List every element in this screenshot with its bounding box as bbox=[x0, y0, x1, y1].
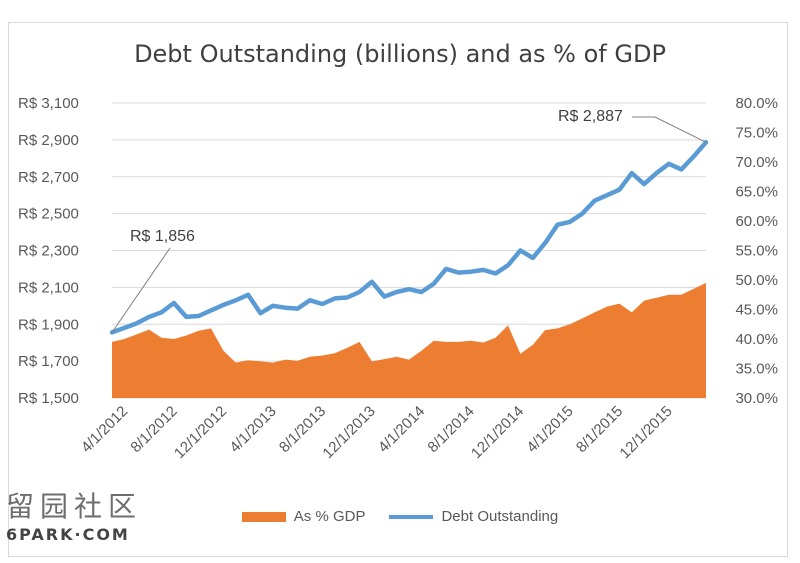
x-tick-label: 12/1/2014 bbox=[468, 403, 527, 462]
debt-line bbox=[109, 140, 709, 335]
right-tick-label: 40.0% bbox=[735, 331, 778, 348]
gdp-area bbox=[112, 282, 706, 398]
left-tick-label: R$ 1,700 bbox=[18, 353, 79, 370]
legend-swatch-line bbox=[389, 514, 434, 519]
x-tick-label: 12/1/2015 bbox=[616, 403, 675, 462]
right-tick-label: 55.0% bbox=[735, 243, 778, 260]
right-tick-label: 80.0% bbox=[735, 95, 778, 112]
x-tick-label: 4/1/2013 bbox=[226, 403, 279, 456]
right-tick-label: 30.0% bbox=[735, 390, 778, 407]
right-tick-label: 35.0% bbox=[735, 361, 778, 378]
right-tick-label: 75.0% bbox=[735, 125, 778, 142]
debt-line-series bbox=[109, 140, 709, 335]
left-tick-label: R$ 2,500 bbox=[18, 206, 79, 223]
right-tick-label: 50.0% bbox=[735, 272, 778, 289]
x-tick-label: 12/1/2013 bbox=[319, 403, 378, 462]
x-axis-ticks: 4/1/20128/1/201212/1/20124/1/20138/1/201… bbox=[78, 403, 676, 462]
annotation-start-label: R$ 1,856 bbox=[130, 228, 195, 245]
left-tick-label: R$ 1,500 bbox=[18, 390, 79, 407]
right-axis-ticks: 30.0% 35.0% 40.0% 45.0% 50.0% 55.0% 60.0% 65.0%… bbox=[735, 95, 778, 407]
legend-item-debt: Debt Outstanding bbox=[389, 508, 558, 525]
chart-title: Debt Outstanding (billions) and as % of … bbox=[134, 40, 666, 68]
left-tick-label: R$ 2,100 bbox=[18, 279, 79, 296]
x-tick-label: 4/1/2012 bbox=[78, 403, 131, 456]
legend: As % GDP Debt Outstanding bbox=[0, 508, 800, 525]
right-tick-label: 45.0% bbox=[735, 302, 778, 319]
left-axis-ticks: R$ 1,500 R$ 1,700 R$ 1,900 R$ 2,100 R$ 2,300… bbox=[18, 95, 79, 407]
left-tick-label: R$ 2,700 bbox=[18, 169, 79, 186]
legend-item-gdp: As % GDP bbox=[241, 508, 366, 525]
watermark-cn: 留园社区 bbox=[6, 490, 143, 523]
right-tick-label: 60.0% bbox=[735, 213, 778, 230]
watermark-en: 6PARK·COM bbox=[6, 525, 130, 544]
legend-label-debt: Debt Outstanding bbox=[441, 508, 559, 525]
watermark: 留园社区 6PARK·COM bbox=[6, 485, 142, 544]
right-tick-label: 65.0% bbox=[735, 184, 778, 201]
left-tick-label: R$ 2,300 bbox=[18, 243, 79, 260]
x-tick-label: 4/1/2015 bbox=[523, 403, 576, 456]
annotation-leader-start bbox=[111, 247, 171, 333]
x-tick-label: 4/1/2014 bbox=[375, 403, 428, 456]
annotation-end-label: R$ 2,887 bbox=[558, 108, 623, 125]
left-tick-label: R$ 2,900 bbox=[18, 132, 79, 149]
annotation-leader-end bbox=[632, 116, 707, 143]
left-tick-label: R$ 3,100 bbox=[18, 95, 79, 112]
right-tick-label: 70.0% bbox=[735, 154, 778, 171]
legend-label-gdp: As % GDP bbox=[293, 508, 366, 525]
gdp-area-series bbox=[111, 282, 707, 398]
annotations: R$ 1,856 R$ 2,887 bbox=[111, 108, 707, 333]
x-tick-label: 12/1/2012 bbox=[171, 403, 230, 462]
left-tick-label: R$ 1,900 bbox=[18, 316, 79, 333]
legend-swatch-area bbox=[241, 511, 286, 522]
